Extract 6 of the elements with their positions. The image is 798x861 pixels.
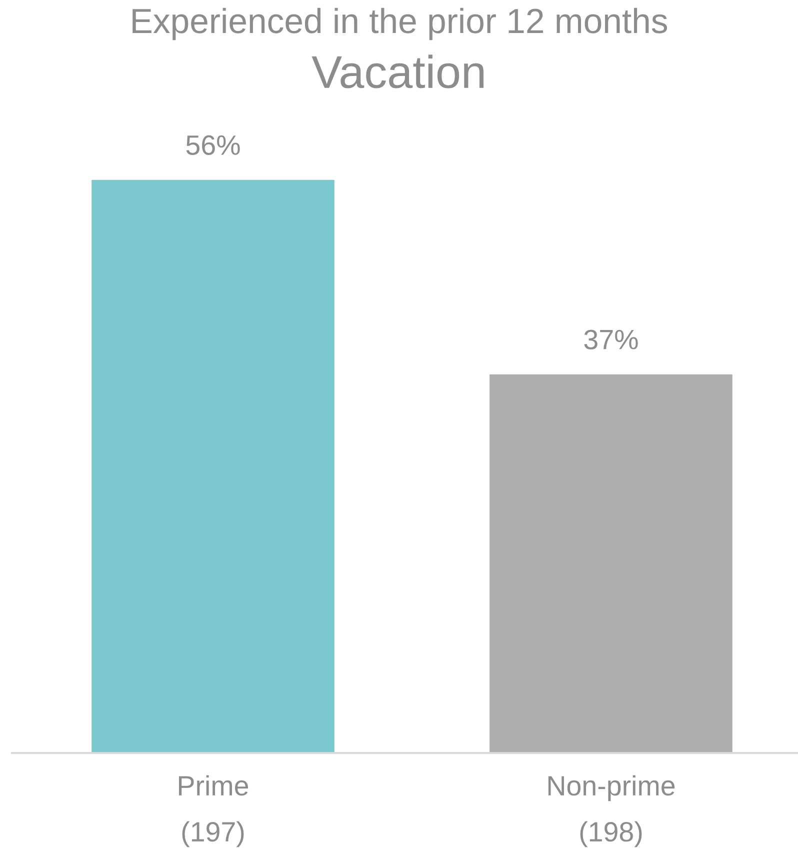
data-label: 37%: [584, 330, 638, 350]
chart-title: Vacation: [312, 54, 484, 88]
x-tick-label: Non-prime (198): [548, 775, 675, 848]
data-label: 56%: [186, 135, 240, 155]
chart-subtitle: Experienced in the prior 12 months: [132, 8, 668, 40]
x-tick-label: Prime (197): [179, 775, 248, 848]
